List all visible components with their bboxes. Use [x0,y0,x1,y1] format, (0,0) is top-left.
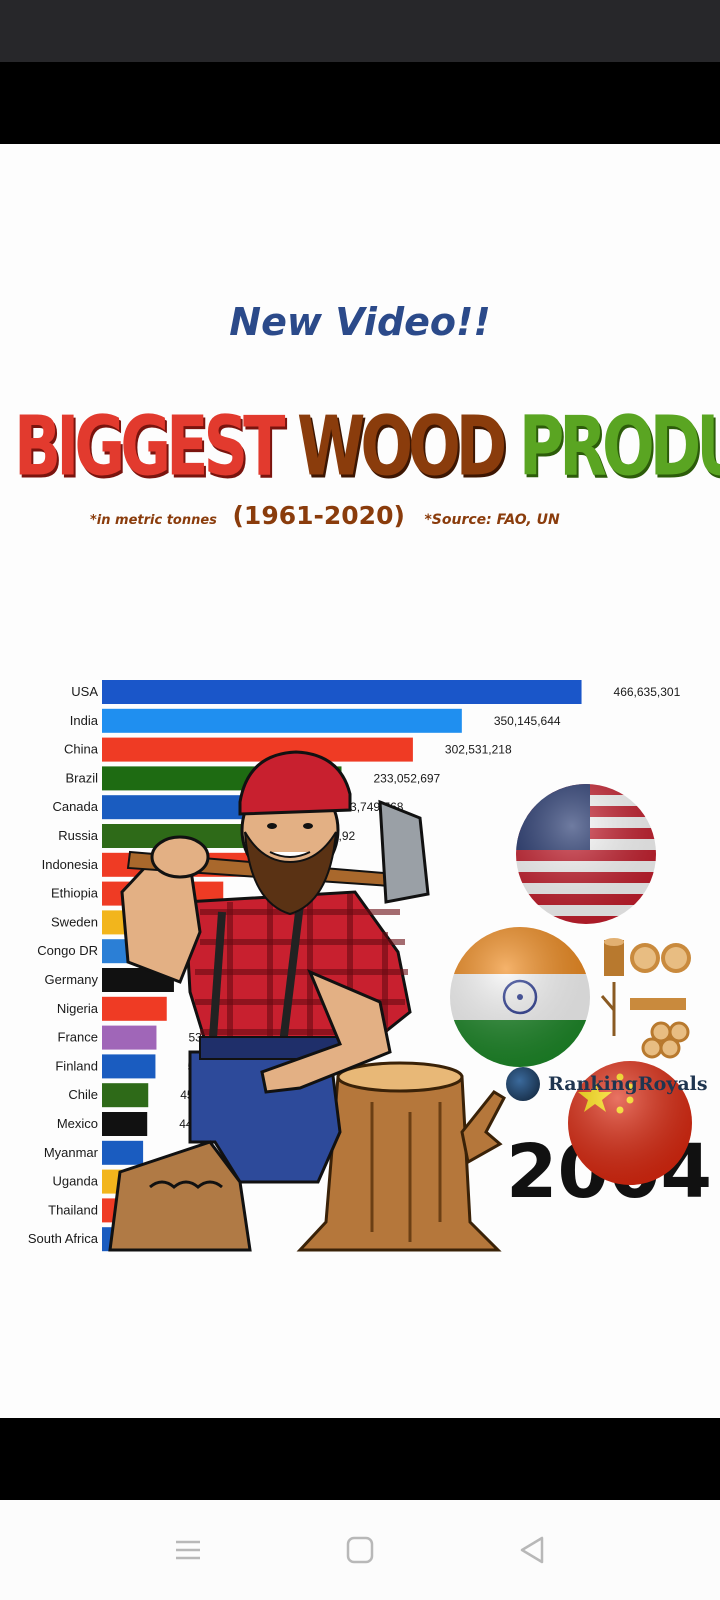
category-label: India [70,713,99,728]
square-home-icon[interactable] [340,1530,380,1570]
bar [102,1083,149,1108]
bar-chart: USA 466,635,301 India 350,145,644 China 302,5… [28,680,712,1252]
bottom-letterbox [0,1418,720,1500]
category-label: USA [71,684,98,699]
bar [102,708,462,733]
category-label: South Africa [28,1231,99,1246]
value-label: 350,145,644 [494,714,561,728]
headline-biggest: BIGGEST [14,398,285,495]
bar [102,1054,156,1079]
year-range: (1961-2020) [232,501,405,530]
category-label: Uganda [52,1174,98,1189]
china-flag-sphere [568,1061,692,1185]
category-label: Congo DR [37,943,98,958]
category-label: Canada [52,799,98,814]
post-image: New Video!! BIGGEST WOOD PRODUCERS *in m… [0,144,720,1418]
new-video-banner: New Video!! [229,300,491,344]
india-flag-sphere [450,927,590,1067]
menu-icon[interactable] [168,1530,208,1570]
category-label: Thailand [48,1202,98,1217]
category-label: Indonesia [42,857,99,872]
channel-name: RankingRoyals [548,1073,708,1095]
status-bar [0,0,720,62]
category-label: Russia [58,828,99,843]
category-label: Finland [55,1058,98,1073]
category-label: Sweden [51,914,98,929]
headline: BIGGEST WOOD PRODUCERS [14,405,720,533]
category-label: China [64,742,99,757]
value-label: 302,531,218 [445,743,512,757]
headline-wood: WOOD [297,398,507,495]
category-label: Myanmar [44,1145,99,1160]
category-label: Ethiopia [51,886,99,901]
category-label: France [58,1030,98,1045]
headline-producers: PRODUCERS [518,398,720,495]
navigation-bar [0,1500,720,1600]
category-label: Nigeria [57,1001,99,1016]
bar [102,1140,144,1165]
bar [102,680,582,704]
top-letterbox [0,62,720,144]
bar [102,737,413,762]
triangle-back-icon[interactable] [512,1530,552,1570]
channel-watermark: RankingRoyals [506,1066,708,1102]
bar [102,1112,148,1136]
value-label: 466,635,301 [614,685,681,699]
unit-note: *in metric tonnes [90,513,217,528]
value-label: 233,052,697 [373,771,440,785]
usa-flag-sphere [516,784,656,924]
bar [102,996,167,1021]
lumberjack-with-axe-icon [108,750,506,1252]
illustration-layer [108,750,692,1252]
bar [102,1025,157,1050]
value-label: 53 [188,1031,202,1045]
source-note: *Source: FAO, UN [424,512,560,528]
category-label: Germany [45,972,99,987]
channel-logo-icon [506,1067,540,1101]
subtitle: *in metric tonnes (1961-2020) *Source: F… [90,501,650,535]
category-label: Brazil [65,770,98,785]
category-label: Chile [68,1087,98,1102]
category-label: Mexico [57,1116,98,1131]
wood-logs-icon [600,938,691,1059]
